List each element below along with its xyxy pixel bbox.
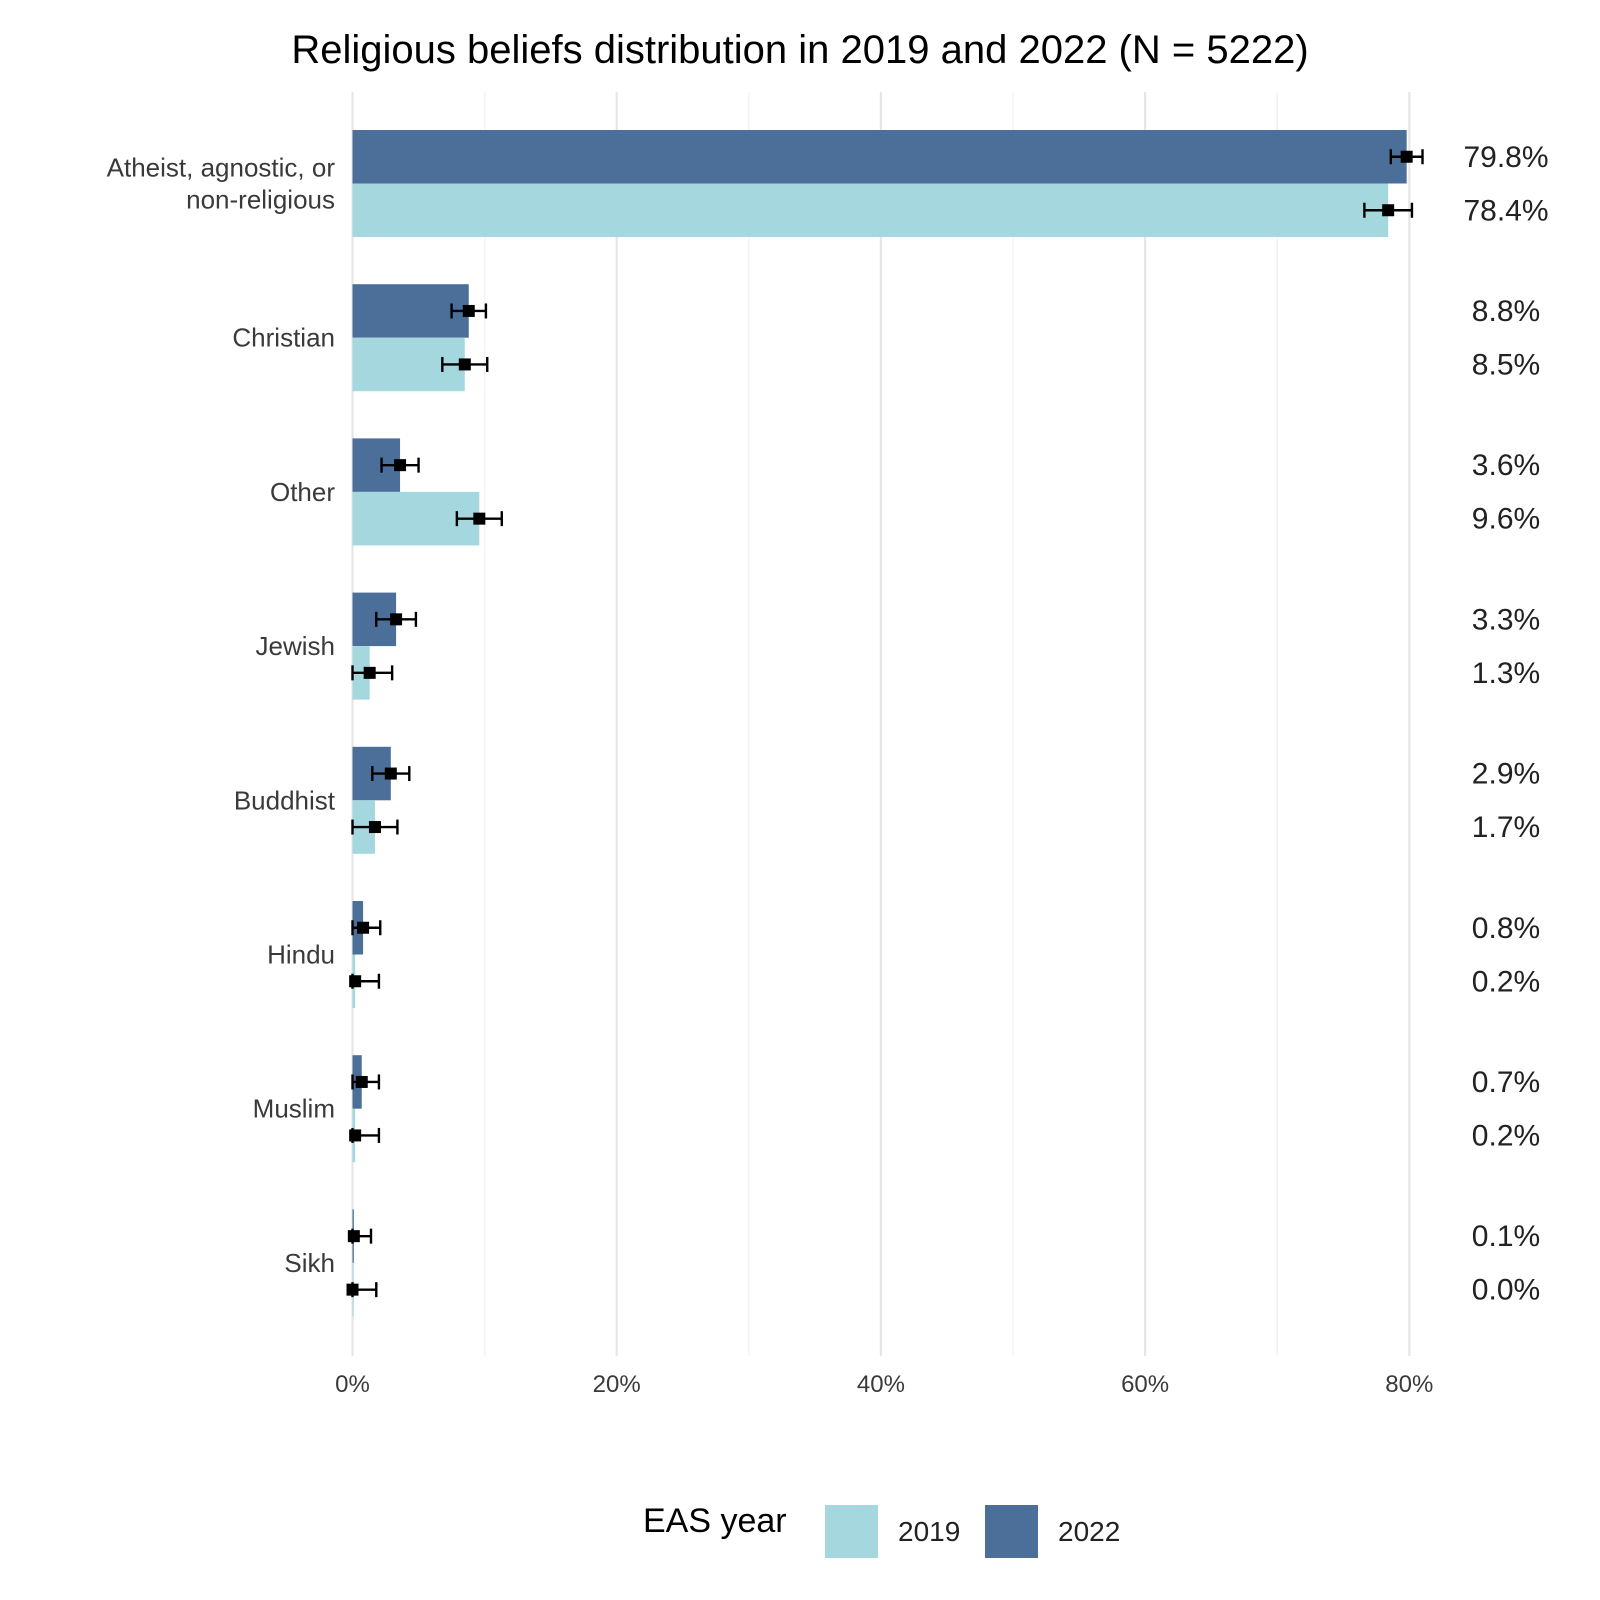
legend-title: EAS year bbox=[643, 1502, 787, 1540]
point-marker bbox=[357, 921, 370, 934]
value-label: 0.0% bbox=[1472, 1274, 1540, 1307]
grid bbox=[351, 92, 1411, 1356]
labels: 0% 20% 40% 60% 80% 79.8% 78.4% Atheist, agnosti… bbox=[107, 141, 1549, 1398]
category-label: Sikh bbox=[284, 1248, 335, 1278]
value-label: 0.7% bbox=[1472, 1066, 1540, 1099]
point-marker bbox=[349, 1129, 362, 1142]
category-label: Atheist, agnostic, or non-religious bbox=[107, 153, 336, 215]
category-label-line: Muslim bbox=[253, 1094, 335, 1124]
category-label-line: Jewish bbox=[256, 631, 335, 661]
bar-2019 bbox=[352, 183, 1389, 237]
value-label: 1.7% bbox=[1472, 811, 1540, 844]
value-label: 0.8% bbox=[1472, 912, 1540, 945]
point-marker bbox=[363, 666, 376, 679]
chart-title: Religious beliefs distribution in 2019 a… bbox=[291, 28, 1308, 72]
point-marker bbox=[349, 975, 362, 988]
point-marker bbox=[1400, 150, 1413, 163]
point-marker bbox=[355, 1075, 368, 1088]
category-label-line: Christian bbox=[232, 323, 335, 353]
x-tick-label: 80% bbox=[1385, 1371, 1433, 1398]
category-label-line: Atheist, agnostic, or bbox=[107, 153, 336, 183]
category-label-line: Buddhist bbox=[234, 785, 336, 815]
category-label: Jewish bbox=[256, 631, 335, 661]
category-label: Muslim bbox=[253, 1094, 335, 1124]
legend-key-2022 bbox=[985, 1505, 1038, 1558]
category-label: Christian bbox=[232, 323, 335, 353]
value-label: 2.9% bbox=[1472, 758, 1540, 791]
point-marker bbox=[458, 358, 471, 371]
category-label-line: Sikh bbox=[284, 1248, 335, 1278]
category-label: Buddhist bbox=[234, 785, 336, 815]
value-label: 78.4% bbox=[1463, 194, 1548, 227]
value-label: 8.8% bbox=[1472, 295, 1540, 328]
x-tick-label: 60% bbox=[1121, 1371, 1169, 1398]
value-label: 8.5% bbox=[1472, 348, 1540, 381]
value-label: 0.2% bbox=[1472, 965, 1540, 998]
bar-2022 bbox=[352, 284, 469, 338]
legend-label: 2019 bbox=[898, 1516, 960, 1547]
category-label-line: non-religious bbox=[186, 185, 335, 215]
x-tick-label: 40% bbox=[857, 1371, 905, 1398]
point-marker bbox=[346, 1283, 359, 1296]
point-marker bbox=[368, 821, 381, 834]
bars bbox=[352, 130, 1407, 1317]
value-label: 0.2% bbox=[1472, 1119, 1540, 1152]
bar-2022 bbox=[352, 130, 1407, 184]
category-label-line: Hindu bbox=[267, 940, 335, 970]
value-label: 1.3% bbox=[1472, 657, 1540, 690]
value-label: 79.8% bbox=[1463, 141, 1548, 174]
legend-key-2019 bbox=[825, 1505, 878, 1558]
value-label: 3.3% bbox=[1472, 603, 1540, 636]
value-label: 0.1% bbox=[1472, 1220, 1540, 1253]
point-marker bbox=[394, 459, 407, 472]
x-tick-label: 0% bbox=[335, 1371, 370, 1398]
point-marker bbox=[462, 304, 475, 317]
legend-label: 2022 bbox=[1058, 1516, 1120, 1547]
point-marker bbox=[384, 767, 397, 780]
legend: EAS year 2019 2022 bbox=[643, 1502, 1120, 1558]
category-label: Hindu bbox=[267, 940, 335, 970]
point-marker bbox=[390, 613, 403, 626]
x-tick-label: 20% bbox=[593, 1371, 641, 1398]
point-marker bbox=[347, 1230, 360, 1243]
error-bars bbox=[346, 149, 1424, 1298]
point-marker bbox=[1382, 204, 1395, 217]
value-label: 9.6% bbox=[1472, 503, 1540, 536]
category-label: Other bbox=[270, 477, 335, 507]
value-label: 3.6% bbox=[1472, 449, 1540, 482]
point-marker bbox=[473, 512, 486, 525]
category-label-line: Other bbox=[270, 477, 335, 507]
